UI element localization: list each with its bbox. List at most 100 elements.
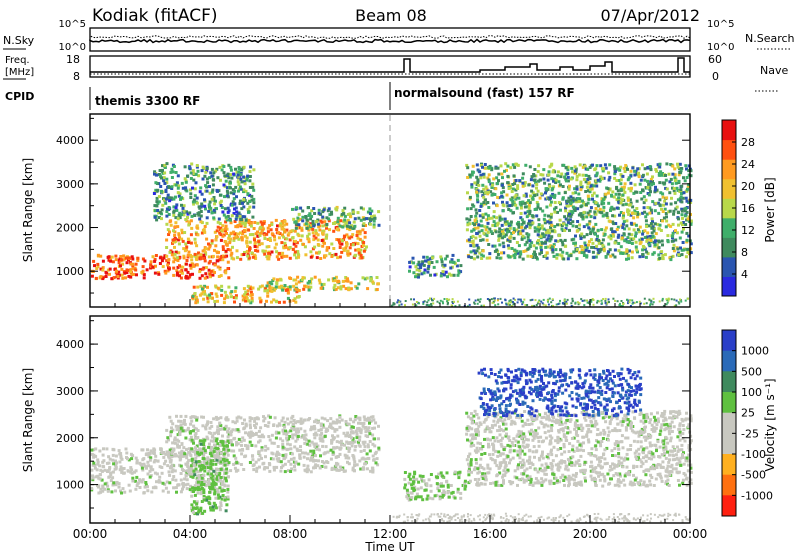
- heatmap-cell: [680, 207, 684, 211]
- heatmap-cell: [526, 235, 530, 239]
- heatmap-cell: [675, 186, 679, 190]
- heatmap-cell: [223, 174, 227, 178]
- heatmap-cell: [330, 255, 334, 258]
- heatmap-cell: [439, 299, 442, 302]
- heatmap-cell: [122, 254, 126, 258]
- heatmap-cell: [417, 275, 420, 279]
- heatmap-cell: [204, 266, 208, 269]
- heatmap-cell: [198, 487, 202, 491]
- heatmap-cell: [215, 188, 219, 192]
- heatmap-cell: [619, 173, 623, 177]
- heatmap-cell: [198, 190, 202, 194]
- heatmap-cell: [536, 203, 540, 207]
- heatmap-cell: [510, 203, 514, 207]
- heatmap-cell: [219, 451, 223, 455]
- heatmap-cell: [246, 254, 250, 258]
- heatmap-cell: [321, 210, 325, 214]
- heatmap-cell: [431, 299, 434, 302]
- heatmap-cell: [601, 198, 605, 202]
- heatmap-cell: [201, 439, 205, 443]
- heatmap-cell: [495, 216, 498, 220]
- heatmap-cell: [238, 199, 242, 203]
- heatmap-cell: [628, 198, 632, 202]
- heatmap-cell: [589, 184, 593, 188]
- heatmap-cell: [500, 183, 504, 187]
- heatmap-cell: [324, 465, 328, 469]
- heatmap-cell: [226, 214, 230, 218]
- heatmap-cell: [326, 450, 330, 454]
- heatmap-cell: [545, 238, 549, 242]
- heatmap-cell: [520, 225, 524, 229]
- heatmap-cell: [370, 277, 373, 281]
- heatmap-cell: [100, 469, 104, 473]
- heatmap-cell: [522, 194, 526, 198]
- heatmap-cell: [372, 225, 376, 229]
- heatmap-cell: [184, 188, 188, 192]
- heatmap-cell: [339, 285, 343, 289]
- heatmap-cell: [275, 278, 279, 282]
- heatmap-cell: [235, 256, 239, 260]
- heatmap-cell: [639, 191, 643, 194]
- heatmap-cell: [676, 188, 680, 192]
- heatmap-cell: [583, 241, 587, 245]
- heatmap-cell: [292, 242, 296, 246]
- heatmap-cell: [632, 191, 636, 195]
- heatmap-cell: [664, 186, 668, 190]
- heatmap-cell: [498, 216, 502, 220]
- heatmap-cell: [250, 296, 254, 300]
- heatmap-cell: [173, 438, 177, 442]
- heatmap-cell: [328, 252, 332, 256]
- heatmap-cell: [91, 478, 95, 482]
- heatmap-cell: [315, 220, 319, 224]
- heatmap-cell: [270, 300, 273, 304]
- heatmap-cell: [295, 241, 299, 245]
- heatmap-cell: [226, 497, 230, 501]
- heatmap-cell: [292, 456, 296, 460]
- heatmap-cell: [546, 178, 550, 182]
- heatmap-cell: [231, 428, 235, 432]
- heatmap-cell: [125, 261, 129, 265]
- heatmap-cell: [553, 230, 557, 234]
- heatmap-cell: [613, 230, 617, 234]
- heatmap-cell: [589, 232, 593, 236]
- heatmap-cell: [216, 265, 220, 269]
- heatmap-cell: [625, 224, 629, 228]
- heatmap-cell: [258, 285, 262, 289]
- heatmap-cell: [213, 491, 217, 495]
- heatmap-cell: [664, 178, 668, 182]
- heatmap-cell: [608, 220, 612, 224]
- heatmap-cell: [631, 166, 635, 170]
- heatmap-cell: [634, 245, 638, 249]
- heatmap-cell: [306, 234, 310, 238]
- heatmap-cell: [363, 235, 367, 239]
- heatmap-cell: [589, 206, 593, 210]
- heatmap-cell: [619, 305, 622, 307]
- heatmap-cell: [236, 224, 240, 227]
- heatmap-cell: [180, 203, 183, 207]
- heatmap-cell: [664, 212, 668, 215]
- heatmap-cell: [493, 297, 496, 300]
- heatmap-cell: [364, 417, 368, 421]
- heatmap-cell: [202, 445, 206, 448]
- heatmap-cell: [198, 439, 202, 443]
- heatmap-cell: [540, 234, 544, 238]
- heatmap-cell: [353, 418, 357, 422]
- heatmap-cell: [204, 170, 208, 174]
- heatmap-cell: [218, 258, 222, 262]
- heatmap-cell: [590, 245, 594, 249]
- heatmap-cell: [307, 237, 311, 241]
- heatmap-cell: [196, 512, 200, 516]
- heatmap-cell: [186, 470, 190, 474]
- heatmap-cell: [126, 269, 130, 272]
- heatmap-cell: [508, 226, 512, 230]
- heatmap-cell: [542, 168, 546, 172]
- heatmap-cell: [175, 454, 178, 458]
- heatmap-cell: [110, 255, 114, 259]
- heatmap-cell: [472, 243, 476, 247]
- heatmap-cell: [348, 252, 352, 256]
- heatmap-cell: [621, 193, 625, 197]
- heatmap-cell: [625, 257, 628, 261]
- heatmap-cell: [253, 245, 257, 248]
- heatmap-cell: [321, 286, 325, 290]
- heatmap-cell: [281, 445, 285, 449]
